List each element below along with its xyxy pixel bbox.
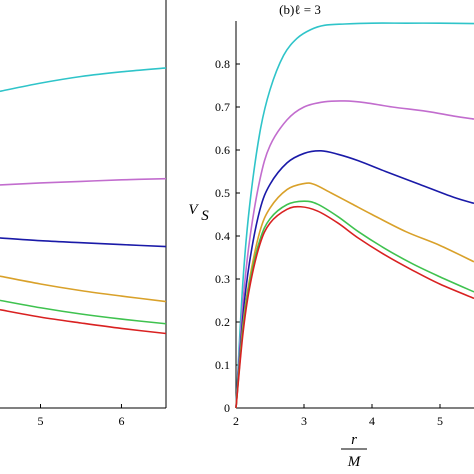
right-y-tick-label: 0.3 [215, 272, 230, 286]
right-curves [235, 22, 474, 409]
left-x-tick-label: 5 [37, 414, 43, 428]
left-curves [0, 67, 167, 335]
right-series-line-6 [235, 205, 474, 409]
right-y-tick-label: 0 [224, 401, 230, 415]
x-axis-label-denominator: M [347, 454, 362, 470]
y-axis-label-main: V [188, 202, 199, 218]
right-x-tick-label: 4 [369, 414, 375, 428]
right-x-tick-label: 5 [437, 414, 443, 428]
right-y-ticks: 0 0.1 0.2 0.3 0.4 0.5 0.6 0.7 0.8 [215, 57, 240, 415]
right-series-line-1 [235, 22, 474, 409]
right-series-line-4 [235, 182, 474, 409]
right-y-tick-label: 0.6 [215, 143, 230, 157]
left-x-tick-label: 6 [118, 414, 124, 428]
right-y-tick-label: 0.1 [215, 358, 230, 372]
right-y-tick-label: 0.5 [215, 186, 230, 200]
right-series-line-2 [235, 100, 474, 409]
right-series-line-5 [235, 200, 474, 409]
right-y-tick-label: 0.4 [215, 229, 230, 243]
left-series-line-2 [0, 177, 167, 186]
x-axis-label-numerator: r [351, 432, 357, 448]
chart-title: (b)ℓ = 3 [279, 2, 321, 17]
right-x-tick-label: 3 [301, 414, 307, 428]
y-axis-label-subscript: S [201, 208, 209, 224]
right-y-tick-label: 0.8 [215, 57, 230, 71]
right-series-line-3 [235, 150, 474, 409]
y-axis-label: V S [188, 202, 209, 224]
left-series-line-4 [0, 275, 167, 303]
left-series-line-5 [0, 299, 167, 325]
right-y-tick-label: 0.7 [215, 100, 230, 114]
left-series-line-1 [0, 67, 167, 93]
right-x-tick-label: 2 [233, 414, 239, 428]
left-series-line-3 [0, 237, 167, 248]
left-series-line-6 [0, 308, 167, 335]
x-axis-label: r M [341, 432, 367, 470]
right-y-tick-label: 0.2 [215, 315, 230, 329]
